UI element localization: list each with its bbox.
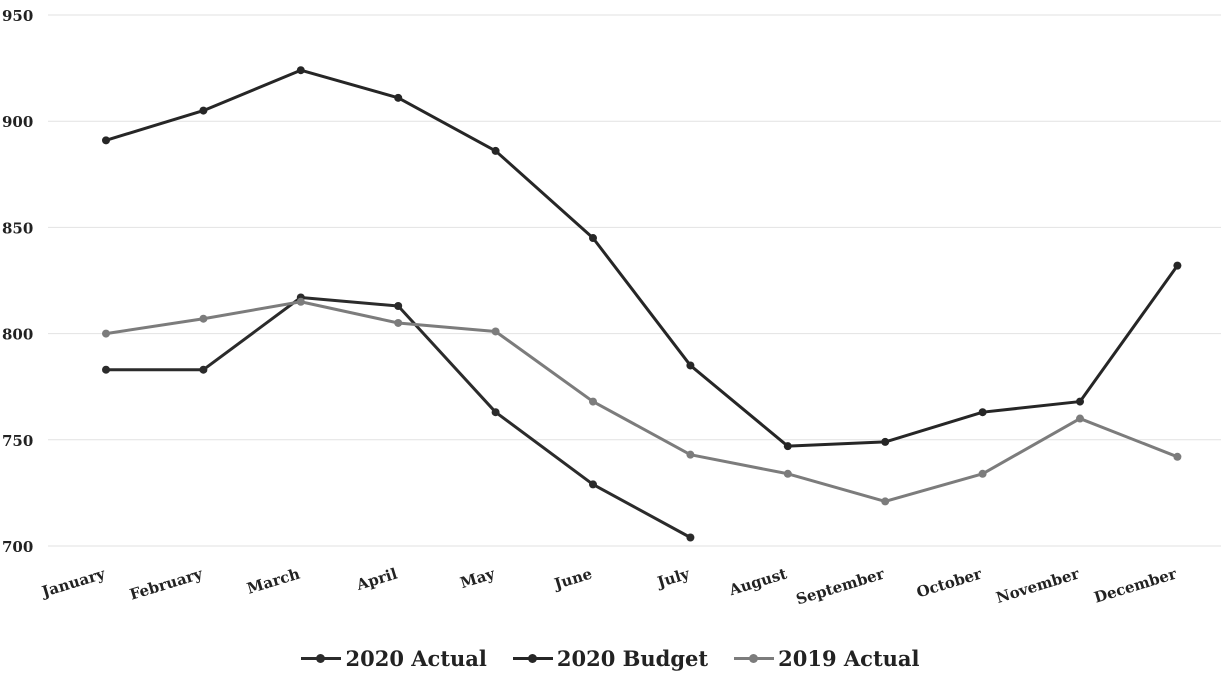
data-point: [978, 408, 987, 417]
data-point: [394, 93, 403, 102]
data-point: [491, 327, 500, 336]
y-tick-label: 950: [2, 7, 33, 25]
legend: 2020 Actual 2020 Budget 2019 Actual: [0, 646, 1221, 671]
x-tick-label: October: [914, 564, 984, 601]
y-axis-ticks: 700 750 800 850 900 950: [2, 7, 33, 556]
y-tick-label: 750: [2, 432, 33, 450]
y-tick-label: 900: [2, 113, 33, 131]
data-point: [102, 365, 110, 374]
data-point: [199, 106, 208, 115]
legend-label: 2020 Actual: [345, 646, 487, 671]
series-line: [105, 300, 1178, 503]
x-tick-label: September: [794, 564, 887, 608]
data-point: [881, 437, 890, 446]
data-point: [296, 297, 305, 306]
x-tick-label: February: [128, 564, 206, 604]
data-point: [102, 329, 110, 338]
data-point: [199, 365, 208, 374]
data-point: [1173, 452, 1182, 461]
data-point: [1173, 261, 1182, 270]
gridlines: [48, 14, 1221, 547]
data-point: [394, 318, 403, 327]
data-point: [1076, 414, 1084, 423]
data-point: [491, 408, 500, 417]
legend-swatch: [734, 654, 775, 663]
x-tick-label: May: [458, 564, 498, 592]
data-point: [783, 469, 792, 478]
x-tick-label: March: [245, 565, 302, 598]
x-tick-label: December: [1092, 564, 1180, 606]
legend-item-2020-budget: 2020 Budget: [512, 646, 709, 671]
legend-swatch: [512, 654, 553, 663]
x-tick-label: November: [994, 564, 1082, 607]
x-tick-label: August: [726, 565, 789, 600]
legend-swatch: [301, 654, 342, 663]
data-point: [686, 450, 695, 459]
data-point: [102, 136, 110, 145]
data-point: [978, 469, 987, 478]
data-point: [589, 397, 597, 406]
data-point: [394, 301, 403, 310]
data-point: [589, 234, 597, 243]
x-tick-label: June: [550, 565, 594, 594]
data-point: [881, 497, 890, 506]
x-axis-ticks: January February March April May June July Augu…: [38, 564, 1180, 608]
data-point: [491, 146, 500, 155]
data-point: [686, 533, 695, 542]
series-1: [102, 66, 1182, 451]
data-point: [589, 480, 597, 489]
series-2: [102, 297, 1182, 506]
data-point: [296, 66, 305, 75]
data-point: [199, 314, 208, 323]
data-point: [686, 361, 695, 370]
legend-label: 2020 Budget: [556, 646, 709, 671]
line-chart: 700 750 800 850 900 950 January February March A…: [2, 7, 1221, 608]
series-0: [102, 293, 695, 542]
legend-label: 2019 Actual: [778, 646, 920, 671]
data-point: [1076, 397, 1084, 406]
data-point: [783, 442, 792, 451]
y-tick-label: 800: [2, 326, 33, 344]
series-lines: [102, 66, 1182, 542]
x-tick-label: April: [354, 565, 400, 595]
series-line: [105, 68, 1179, 448]
y-tick-label: 700: [2, 538, 33, 556]
legend-item-2019-actual: 2019 Actual: [734, 646, 920, 671]
y-tick-label: 850: [2, 219, 33, 237]
x-tick-label: July: [653, 564, 692, 592]
x-tick-label: January: [38, 564, 109, 601]
legend-item-2020-actual: 2020 Actual: [301, 646, 487, 671]
